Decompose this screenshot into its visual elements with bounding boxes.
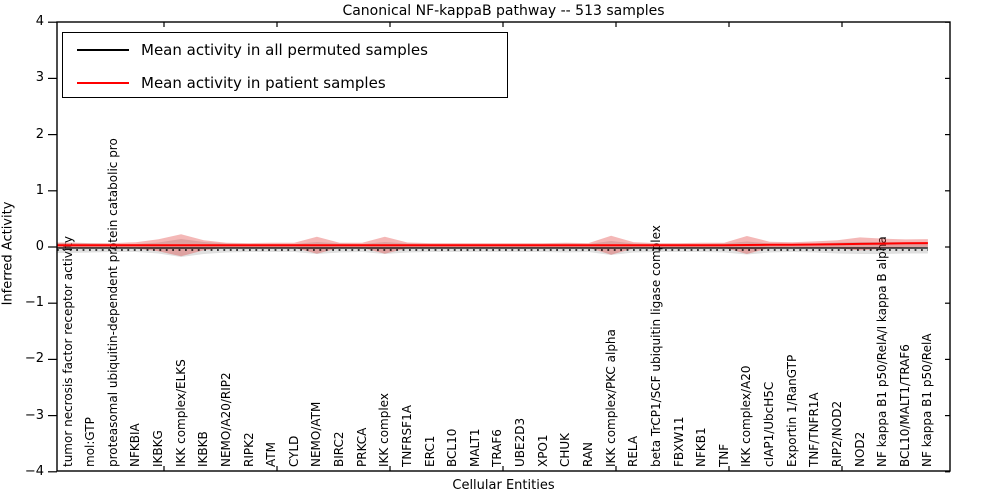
x-category-label: RELA <box>626 435 641 467</box>
y-tick-label: −1 <box>24 295 44 311</box>
x-category-label: RAN <box>580 441 595 467</box>
patient-mean-line <box>57 242 928 247</box>
x-category-label: BCL10/MALT1/TRAF6 <box>897 344 912 467</box>
y-tick-label: 3 <box>35 70 44 86</box>
x-category-label: cIAP1/UbcH5C <box>762 381 777 467</box>
x-category-label: RIPK2 <box>241 432 256 467</box>
x-category-label: beta TrCP1/SCF ubiquitin ligase complex <box>648 225 663 467</box>
y-tick-label: 4 <box>35 14 44 30</box>
x-category-label: TNF/TNFR1A <box>807 392 822 467</box>
y-tick-label: 0 <box>35 239 44 254</box>
x-category-label: CYLD <box>286 435 301 467</box>
x-category-label: MALT1 <box>467 428 482 467</box>
x-category-label: IKK complex/PKC alpha <box>603 329 618 467</box>
x-category-label: TRAF6 <box>490 429 505 467</box>
x-category-label: XPO1 <box>535 434 550 467</box>
x-category-label: NF kappa B1 p50/RelA <box>920 333 935 467</box>
x-category-label: IKK complex <box>377 393 392 467</box>
x-category-label: TNF <box>716 443 731 467</box>
x-category-label: CHUK <box>558 432 573 467</box>
x-category-label: tumor necrosis factor receptor activity <box>60 236 75 467</box>
x-category-label: UBE2D3 <box>513 417 528 467</box>
x-category-label: IKK complex/ELKS <box>173 359 188 467</box>
y-tick-label: 1 <box>35 182 44 198</box>
x-category-label: NEMO/ATM <box>309 401 324 467</box>
x-category-label: BCL10 <box>445 428 460 467</box>
y-tick-label: −3 <box>24 407 44 423</box>
legend-label-patient: Mean activity in patient samples <box>141 73 386 92</box>
x-category-label: TNFRSF1A <box>399 405 414 467</box>
x-category-label: ATM <box>264 442 279 467</box>
legend-entry-permuted: Mean activity in all permuted samples <box>63 33 507 66</box>
x-category-label: Exportin 1/RanGTP <box>784 354 799 467</box>
x-category-label: NFKB1 <box>694 427 709 467</box>
x-category-label: FBXW11 <box>671 416 686 468</box>
y-tick-label: −4 <box>24 463 44 479</box>
x-category-label: BIRC2 <box>332 431 347 467</box>
legend: Mean activity in all permuted samples Me… <box>62 32 508 98</box>
x-category-label: IKBKB <box>196 431 211 467</box>
permuted-line-swatch <box>77 48 129 51</box>
x-category-label: NF kappa B1 p50/RelA/I kappa B alpha <box>875 236 890 467</box>
permuted-std-band <box>57 239 928 257</box>
x-category-label: mol:GTP <box>83 417 98 467</box>
x-category-label: NOD2 <box>852 431 867 467</box>
x-category-label: NEMO/A20/RIP2 <box>218 372 233 467</box>
x-category-label: RIP2/NOD2 <box>829 400 844 467</box>
legend-label-permuted: Mean activity in all permuted samples <box>141 40 428 59</box>
legend-entry-patient: Mean activity in patient samples <box>63 66 507 99</box>
x-category-label: proteasomal ubiquitin-dependent protein … <box>105 138 120 467</box>
patient-std-band <box>57 234 928 257</box>
x-category-label: ERC1 <box>422 435 437 467</box>
x-category-label: NFKBIA <box>128 423 143 467</box>
chart-title: Canonical NF-kappaB pathway -- 513 sampl… <box>342 3 665 19</box>
x-category-label: IKK complex/A20 <box>739 365 754 467</box>
x-category-label: IKBKG <box>151 430 166 467</box>
y-tick-label: 2 <box>35 126 44 142</box>
patient-line-swatch <box>77 81 129 84</box>
y-tick-label: −2 <box>24 351 44 367</box>
x-axis-label: Cellular Entities <box>452 478 555 493</box>
x-category-label: PRKCA <box>354 427 369 467</box>
